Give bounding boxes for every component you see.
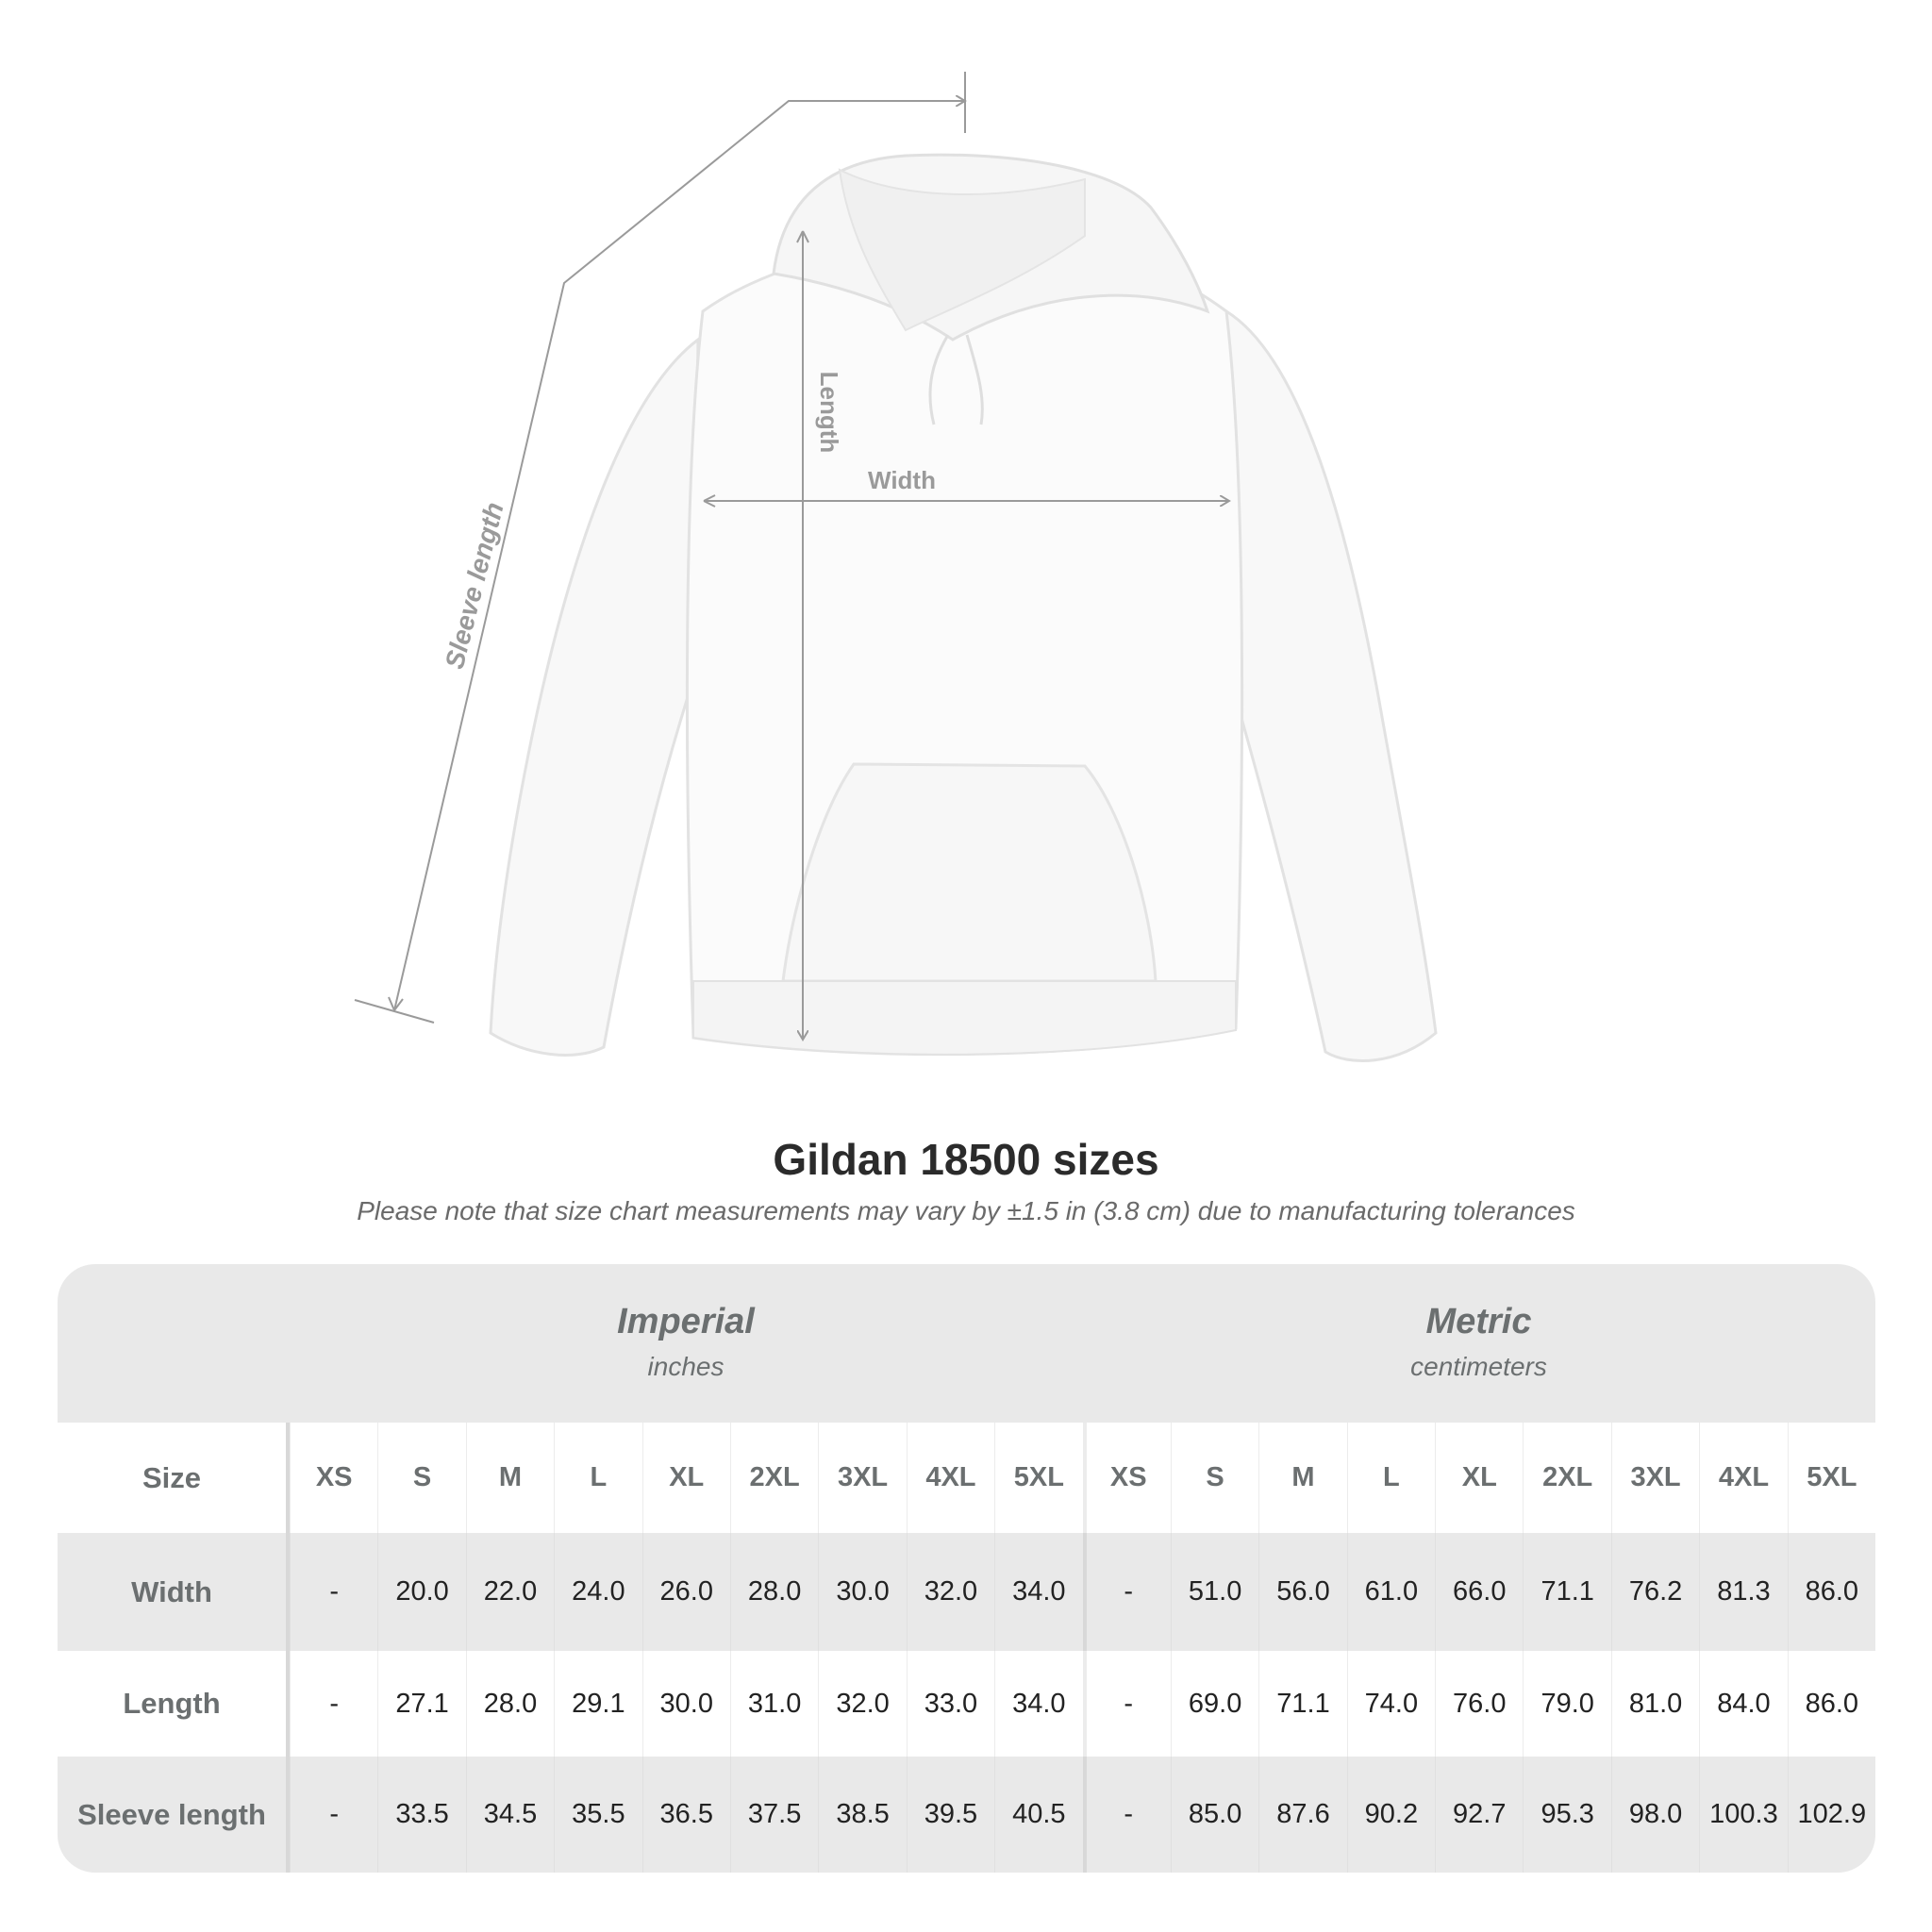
imperial-value-cell: 32.0 bbox=[906, 1533, 994, 1651]
metric-value-cell: - bbox=[1082, 1651, 1171, 1757]
metric-size-header: 5XL bbox=[1787, 1423, 1875, 1533]
metric-value-cell: 69.0 bbox=[1170, 1651, 1258, 1757]
row-label: Width bbox=[58, 1533, 290, 1651]
imperial-value-cell: 31.0 bbox=[729, 1651, 818, 1757]
metric-value-cell: 100.3 bbox=[1699, 1757, 1787, 1873]
imperial-size-header: L bbox=[554, 1423, 641, 1533]
imperial-value-cell: 36.5 bbox=[641, 1757, 730, 1873]
size-chart-table: Imperial inches Metric centimeters Size … bbox=[58, 1264, 1875, 1873]
metric-value-cell: 76.0 bbox=[1435, 1651, 1523, 1757]
imperial-size-header: 4XL bbox=[906, 1423, 994, 1533]
table-row-width: Width -20.0 22.0 24.0 26.0 28.0 30.0 32.0 34.0-5… bbox=[58, 1533, 1875, 1651]
metric-value-cell: - bbox=[1082, 1533, 1171, 1651]
imperial-value-cell: 30.0 bbox=[641, 1651, 730, 1757]
imperial-value-cell: 26.0 bbox=[641, 1533, 730, 1651]
metric-unit: centimeters bbox=[1410, 1352, 1547, 1381]
imperial-value-cell: 22.0 bbox=[465, 1533, 554, 1651]
imperial-value-cell: - bbox=[290, 1651, 377, 1757]
imperial-size-header: M bbox=[465, 1423, 554, 1533]
metric-size-header: 3XL bbox=[1610, 1423, 1699, 1533]
metric-size-header: 4XL bbox=[1699, 1423, 1787, 1533]
metric-value-cell: 87.6 bbox=[1258, 1757, 1346, 1873]
metric-value-cell: 86.0 bbox=[1787, 1651, 1875, 1757]
imperial-size-header: XL bbox=[641, 1423, 730, 1533]
metric-value-cell: 51.0 bbox=[1170, 1533, 1258, 1651]
metric-size-header: XL bbox=[1435, 1423, 1523, 1533]
metric-value-cell: 74.0 bbox=[1346, 1651, 1435, 1757]
metric-value-cell: - bbox=[1082, 1757, 1171, 1873]
imperial-value-cell: 30.0 bbox=[818, 1533, 906, 1651]
metric-value-cell: 76.2 bbox=[1610, 1533, 1699, 1651]
row-label: Length bbox=[58, 1651, 290, 1757]
hoodie-image bbox=[489, 153, 1438, 1062]
imperial-value-cell: 24.0 bbox=[554, 1533, 641, 1651]
imperial-value-cell: 38.5 bbox=[818, 1757, 906, 1873]
metric-value-cell: 98.0 bbox=[1610, 1757, 1699, 1873]
table-row-sleeve-length: Sleeve length -33.5 34.5 35.5 36.5 37.5 38.5 39… bbox=[58, 1757, 1875, 1873]
imperial-title: Imperial bbox=[617, 1302, 755, 1341]
sleeve-length-label: Sleeve length bbox=[440, 499, 509, 672]
imperial-value-cell: 40.5 bbox=[994, 1757, 1082, 1873]
metric-value-cell: 90.2 bbox=[1346, 1757, 1435, 1873]
page-title: Gildan 18500 sizes bbox=[773, 1135, 1159, 1184]
table-row-length: Length -27.1 28.0 29.1 30.0 31.0 32.0 33.0 34.0-… bbox=[58, 1651, 1875, 1757]
imperial-value-cell: 37.5 bbox=[729, 1757, 818, 1873]
tolerance-note: Please note that size chart measurements… bbox=[357, 1196, 1575, 1225]
metric-value-cell: 56.0 bbox=[1258, 1533, 1346, 1651]
metric-value-cell: 92.7 bbox=[1435, 1757, 1523, 1873]
imperial-value-cell: 34.0 bbox=[994, 1533, 1082, 1651]
imperial-size-header: S bbox=[377, 1423, 465, 1533]
imperial-value-cell: 28.0 bbox=[729, 1533, 818, 1651]
row-label: Sleeve length bbox=[58, 1757, 290, 1873]
metric-header: Metric centimeters bbox=[1082, 1264, 1875, 1423]
imperial-size-header: 3XL bbox=[818, 1423, 906, 1533]
sleeve-bottom-tick bbox=[354, 999, 435, 1024]
imperial-value-cell: 28.0 bbox=[465, 1651, 554, 1757]
measurement-lines bbox=[354, 72, 1229, 1040]
imperial-value-cell: 20.0 bbox=[377, 1533, 465, 1651]
sleeve-length-line bbox=[393, 101, 965, 1011]
imperial-value-cell: 35.5 bbox=[554, 1757, 641, 1873]
imperial-value-cell: 32.0 bbox=[818, 1651, 906, 1757]
metric-size-header: 2XL bbox=[1523, 1423, 1610, 1533]
metric-value-cell: 95.3 bbox=[1523, 1757, 1610, 1873]
metric-value-cell: 81.0 bbox=[1610, 1651, 1699, 1757]
metric-title: Metric bbox=[1425, 1302, 1532, 1341]
length-label: Length bbox=[815, 372, 843, 454]
metric-size-header: L bbox=[1346, 1423, 1435, 1533]
metric-value-cell: 86.0 bbox=[1787, 1533, 1875, 1651]
hoodie-measurement-diagram: Length Width Sleeve length bbox=[354, 72, 1438, 1062]
metric-value-cell: 61.0 bbox=[1346, 1533, 1435, 1651]
imperial-value-cell: 27.1 bbox=[377, 1651, 465, 1757]
imperial-value-cell: 33.0 bbox=[906, 1651, 994, 1757]
metric-value-cell: 79.0 bbox=[1523, 1651, 1610, 1757]
imperial-size-header: XS bbox=[290, 1423, 377, 1533]
imperial-value-cell: 34.0 bbox=[994, 1651, 1082, 1757]
imperial-value-cell: - bbox=[290, 1757, 377, 1873]
metric-value-cell: 84.0 bbox=[1699, 1651, 1787, 1757]
size-row: Size XS S M L XL 2XL 3XL 4XL 5XL XS S M L XL 2XL 3XL 4XL… bbox=[58, 1423, 1875, 1533]
metric-value-cell: 81.3 bbox=[1699, 1533, 1787, 1651]
metric-value-cell: 71.1 bbox=[1258, 1651, 1346, 1757]
imperial-header: Imperial inches bbox=[290, 1264, 1082, 1423]
metric-size-header: XS bbox=[1082, 1423, 1171, 1533]
imperial-size-header: 5XL bbox=[994, 1423, 1082, 1533]
imperial-value-cell: 34.5 bbox=[465, 1757, 554, 1873]
imperial-value-cell: 29.1 bbox=[554, 1651, 641, 1757]
metric-size-header: M bbox=[1258, 1423, 1346, 1533]
metric-value-cell: 66.0 bbox=[1435, 1533, 1523, 1651]
imperial-unit: inches bbox=[647, 1352, 724, 1381]
imperial-value-cell: 33.5 bbox=[377, 1757, 465, 1873]
imperial-value-cell: 39.5 bbox=[906, 1757, 994, 1873]
metric-size-header: S bbox=[1170, 1423, 1258, 1533]
metric-value-cell: 85.0 bbox=[1170, 1757, 1258, 1873]
imperial-value-cell: - bbox=[290, 1533, 377, 1651]
metric-value-cell: 102.9 bbox=[1787, 1757, 1875, 1873]
imperial-size-header: 2XL bbox=[729, 1423, 818, 1533]
width-label: Width bbox=[868, 466, 936, 494]
size-label: Size bbox=[58, 1423, 290, 1533]
metric-value-cell: 71.1 bbox=[1523, 1533, 1610, 1651]
